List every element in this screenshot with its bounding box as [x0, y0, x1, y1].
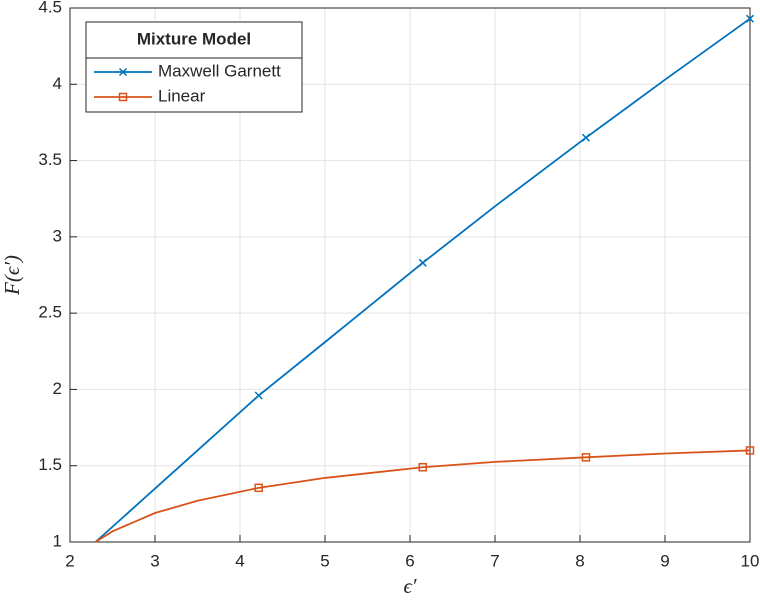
- x-axis-label: ϵ′: [403, 574, 416, 598]
- marker: [118, 67, 128, 77]
- axes-box: [69, 7, 751, 543]
- marker: [254, 483, 263, 493]
- marker: [581, 453, 591, 462]
- y-tick-label: 4.5: [38, 0, 62, 16]
- x-tick-label: 10: [741, 551, 760, 570]
- legend-title: Mixture Model: [137, 29, 251, 48]
- x-tick-label: 5: [320, 551, 329, 570]
- marker: [118, 92, 128, 102]
- data-line: [94, 17, 751, 543]
- x-tick-label: 4: [235, 551, 244, 570]
- marker: [745, 446, 755, 455]
- marker: [418, 462, 427, 472]
- x-tick-label: 6: [405, 551, 414, 570]
- x-tick-label: 9: [660, 551, 669, 570]
- data-line: [95, 449, 751, 543]
- x-tick-label: 2: [65, 551, 74, 570]
- x-tick-label: 7: [490, 551, 499, 570]
- x-tick-label: 3: [150, 551, 159, 570]
- y-tick-label: 2.5: [38, 303, 62, 322]
- y-axis-label: F(ϵ′): [0, 255, 24, 296]
- y-tick-label: 1: [53, 531, 62, 550]
- x-tick-label: 8: [575, 551, 584, 570]
- y-tick-label: 1.5: [38, 455, 62, 474]
- marker: [254, 391, 263, 400]
- legend-label: Linear: [158, 86, 206, 105]
- y-tick-label: 3: [53, 226, 62, 245]
- marker: [581, 133, 590, 142]
- marker: [745, 14, 755, 23]
- y-tick-label: 3.5: [38, 150, 62, 169]
- y-tick-label: 4: [53, 74, 62, 93]
- y-tick-label: 2: [53, 379, 62, 398]
- legend-label: Maxwell Garnett: [158, 61, 281, 80]
- marker: [418, 258, 427, 267]
